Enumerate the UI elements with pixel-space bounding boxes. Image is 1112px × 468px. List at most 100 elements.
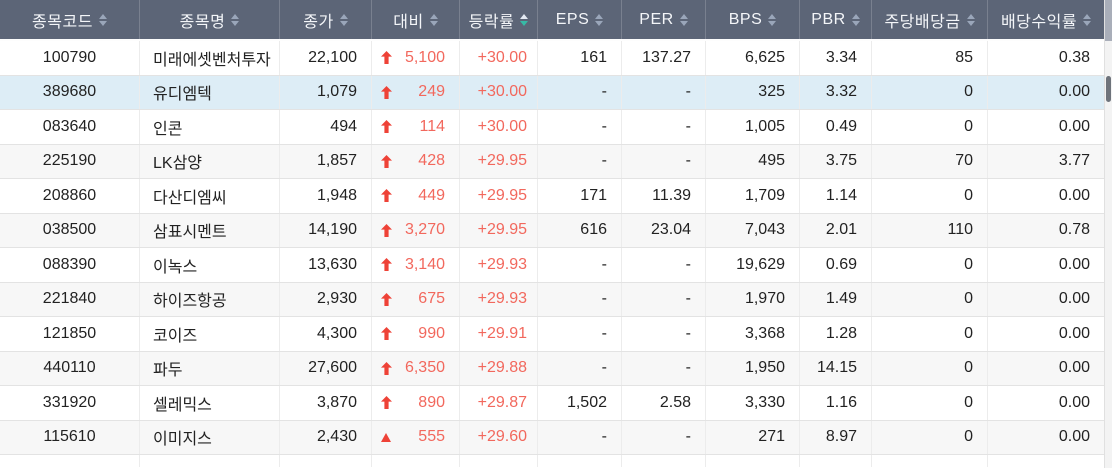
cell-yield: 0.00: [1058, 117, 1090, 135]
table-row[interactable]: 221840 하이즈항공 2,930 675 +29.93- -1,970 1.49 0 0.0…: [0, 282, 1104, 317]
change-value: 5,100: [404, 48, 445, 66]
sort-down-icon: [231, 20, 240, 26]
cell-bps: 1,950: [706, 351, 800, 385]
table-row[interactable]: 331920 셀레믹스 3,870 890 +29.87 1,502 2.58 3,330 1.…: [0, 386, 1104, 421]
cell-code: 221840: [0, 282, 140, 316]
cell-rate: +29.87: [460, 386, 538, 420]
cell-dps: 0: [872, 110, 988, 144]
scrollbar-thumb[interactable]: [1106, 76, 1111, 102]
cell-eps: -: [538, 248, 622, 282]
header-close[interactable]: 종가: [280, 0, 372, 39]
table-row[interactable]: 121850 코이즈 4,300 990 +29.91- -3,368 1.28 0 0.00: [0, 317, 1104, 352]
cell-code: 038500: [0, 213, 140, 247]
cell-pbr: 3.32: [800, 75, 872, 109]
cell-per: -: [622, 282, 706, 316]
sort-down-icon: [429, 20, 438, 26]
cell-eps: -: [538, 351, 622, 385]
cell-code: 083640: [0, 110, 140, 144]
cell-name: 코이즈: [140, 317, 280, 351]
cell-yield: 0.78: [1058, 221, 1090, 239]
table-row[interactable]: 440110 파두 27,600 6,350 +29.88- -1,950 14.15 0 0.…: [0, 351, 1104, 386]
table-row[interactable]: 115610 이미지스 2,430 555 +29.60- -271 8.97 0 0.00: [0, 420, 1104, 455]
cell-dps: 0: [872, 351, 988, 385]
sort-up-icon: [98, 13, 107, 19]
cell-code: 225190: [0, 144, 140, 178]
table-row[interactable]: 100790 미래에셋벤처투자 22,100 5,100 +30.00 161 137.27…: [0, 41, 1104, 76]
header-code[interactable]: 종목코드: [0, 0, 140, 39]
cell-eps: -: [538, 75, 622, 109]
change-value: 3,140: [404, 255, 445, 273]
sort-arrows-icon: [520, 13, 529, 26]
table-body: 100790 미래에셋벤처투자 22,100 5,100 +30.00 161 137.27…: [0, 41, 1104, 455]
table-row[interactable]: 225190 LK삼양 1,857 428 +29.95- -495 3.75 70 3.77: [0, 144, 1104, 179]
partial-next-row: [0, 455, 1104, 467]
cell-bps: 1,709: [706, 179, 800, 213]
header-row: 종목코드 종목명 종가 대비 등락률 EPS: [0, 0, 1104, 41]
header-eps[interactable]: EPS: [538, 0, 622, 39]
limit-up-arrow-icon: [381, 223, 392, 237]
cell-close: 27,600: [280, 351, 372, 385]
cell-pbr: 1.16: [800, 386, 872, 420]
partial-cell: [280, 455, 372, 467]
vertical-scrollbar[interactable]: [1104, 0, 1112, 468]
cell-change: 3,270: [372, 213, 460, 247]
limit-up-arrow-icon: [381, 154, 392, 168]
cell-eps: 171: [538, 179, 622, 213]
cell-eps: 161: [538, 41, 622, 75]
limit-up-arrow-icon: [381, 396, 392, 410]
cell-rate: +29.95: [460, 179, 538, 213]
cell-change: 990: [372, 317, 460, 351]
change-value: 6,350: [404, 359, 445, 377]
cell-dps: 0: [872, 75, 988, 109]
cell-pbr: 3.75: [800, 144, 872, 178]
header-dps[interactable]: 주당배당금: [872, 0, 988, 39]
header-change[interactable]: 대비: [372, 0, 460, 39]
table-row[interactable]: 208860 다산디엠씨 1,948 449 +29.95 171 11.39 1,709 1.…: [0, 179, 1104, 214]
cell-bps: 495: [706, 144, 800, 178]
header-name[interactable]: 종목명: [140, 0, 280, 39]
limit-up-arrow-icon: [381, 292, 392, 306]
limit-up-arrow-icon: [381, 51, 392, 65]
table-row[interactable]: 038500 삼표시멘트 14,190 3,270 +29.95 616 23.04 7,04…: [0, 213, 1104, 248]
sort-arrows-icon: [851, 13, 860, 26]
cell-close: 4,300: [280, 317, 372, 351]
cell-per: -: [622, 317, 706, 351]
header-rate[interactable]: 등락률: [460, 0, 538, 39]
cell-dps: 0: [872, 248, 988, 282]
cell-eps: -: [538, 420, 622, 454]
partial-cell: [538, 455, 622, 467]
cell-eps: -: [538, 144, 622, 178]
sort-arrows-icon: [98, 13, 107, 26]
header-bps[interactable]: BPS: [706, 0, 800, 39]
cell-name: 이녹스: [140, 248, 280, 282]
sort-up-icon: [768, 13, 777, 19]
table-row[interactable]: 389680 유디엠텍 1,079 249 +30.00- -325 3.32 0 0.00: [0, 75, 1104, 110]
table-row[interactable]: 083640 인콘 494 114 +30.00- -1,005 0.49 0 0.00: [0, 110, 1104, 145]
header-yield[interactable]: 배당수익률: [988, 0, 1104, 39]
cell-close: 14,190: [280, 213, 372, 247]
limit-up-arrow-icon: [381, 120, 392, 134]
cell-bps: 3,330: [706, 386, 800, 420]
change-value: 428: [418, 152, 445, 170]
change-value: 249: [418, 83, 445, 101]
cell-rate: +30.00: [460, 75, 538, 109]
cell-yield: 0.00: [1058, 359, 1090, 377]
header-pbr[interactable]: PBR: [800, 0, 872, 39]
header-per[interactable]: PER: [622, 0, 706, 39]
table-row[interactable]: 088390 이녹스 13,630 3,140 +29.93- -19,629 0.69 0 0…: [0, 248, 1104, 283]
cell-rate: +29.95: [460, 213, 538, 247]
cell-close: 1,948: [280, 179, 372, 213]
cell-dps: 85: [872, 41, 988, 75]
change-value: 114: [419, 117, 445, 135]
cell-dps: 110: [872, 213, 988, 247]
cell-change: 675: [372, 282, 460, 316]
cell-pbr: 8.97: [800, 420, 872, 454]
sort-up-icon: [231, 13, 240, 19]
cell-close: 494: [280, 110, 372, 144]
header-label: BPS: [728, 10, 763, 28]
sort-arrows-icon: [595, 13, 604, 26]
cell-per: 2.58: [622, 386, 706, 420]
header-label: 배당수익률: [1000, 13, 1078, 31]
cell-yield: 0.00: [1058, 428, 1090, 446]
sort-down-icon: [1083, 20, 1092, 26]
